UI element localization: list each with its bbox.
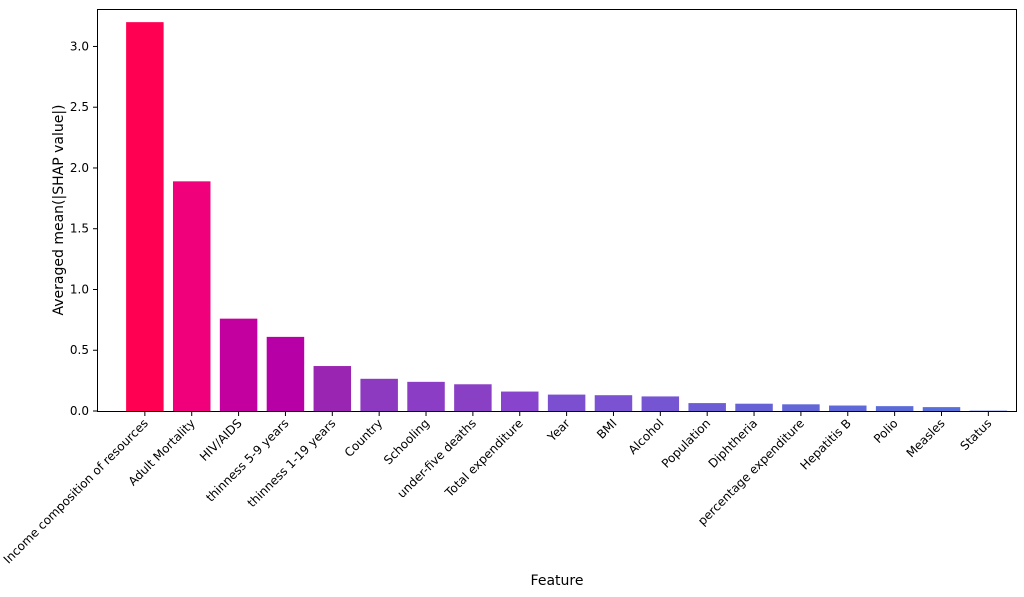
bar-income-composition-of-resources bbox=[126, 22, 164, 412]
bar-status bbox=[969, 410, 1008, 412]
x-tick-label: thinness 5-9 years bbox=[203, 416, 291, 504]
x-tick-label: BMI bbox=[594, 416, 620, 442]
bar-thinness-1-19-years bbox=[313, 366, 352, 411]
x-tick-label: Year bbox=[544, 416, 573, 445]
bar-bmi bbox=[594, 395, 633, 411]
bar-percentage-expenditure bbox=[782, 404, 820, 411]
y-tick-label: 0.5 bbox=[70, 343, 89, 357]
x-tick-label: Polio bbox=[871, 416, 901, 446]
x-axis-title: Feature bbox=[531, 573, 584, 589]
y-tick-label: 2.0 bbox=[70, 161, 89, 175]
bar-adult-mortality bbox=[172, 181, 211, 411]
x-tick-label: Hepatitis B bbox=[797, 416, 853, 472]
y-axis-title: Averaged mean(|SHAP value|) bbox=[51, 104, 67, 315]
x-tick-label: Income composition of resources bbox=[1, 416, 151, 566]
bar-polio bbox=[875, 406, 914, 411]
bar-country bbox=[360, 378, 398, 411]
bar-alcohol bbox=[641, 396, 680, 411]
x-tick-label: under-five deaths bbox=[395, 416, 479, 500]
y-tick-label: 1.0 bbox=[70, 282, 89, 296]
y-tick-label: 3.0 bbox=[70, 39, 89, 53]
bar-hiv-aids bbox=[219, 318, 258, 411]
y-tick-label: 0.0 bbox=[70, 404, 89, 418]
x-tick-label: Country bbox=[342, 416, 386, 460]
x-tick-label: HIV/AIDS bbox=[197, 416, 245, 464]
bar-year bbox=[547, 394, 586, 411]
x-tick-label: Measles bbox=[904, 416, 948, 460]
y-axis: 0.0 0.5 1.0 1.5 2.0 2.5 3.0 bbox=[70, 39, 98, 418]
plot-frame bbox=[97, 9, 1017, 412]
x-tick-label: Population bbox=[659, 416, 713, 470]
x-tick-label: Alcohol bbox=[626, 416, 667, 457]
bar-schooling bbox=[407, 381, 445, 411]
bar-under-five-deaths bbox=[454, 384, 492, 411]
bar-total-expenditure bbox=[501, 391, 539, 411]
y-tick-label: 2.5 bbox=[70, 100, 89, 114]
bar-hepatitis-b bbox=[829, 405, 867, 411]
x-tick-label: thinness 1-19 years bbox=[245, 416, 339, 510]
x-tick-label: Total expenditure bbox=[442, 416, 526, 500]
bar-diphtheria bbox=[735, 403, 773, 411]
bar-thinness-5-9-years bbox=[266, 336, 305, 411]
bar-population bbox=[688, 403, 726, 411]
bars-group bbox=[126, 22, 1008, 412]
bar-measles bbox=[922, 407, 961, 411]
x-tick-label: Status bbox=[958, 416, 995, 453]
y-tick-label: 1.5 bbox=[70, 222, 89, 236]
